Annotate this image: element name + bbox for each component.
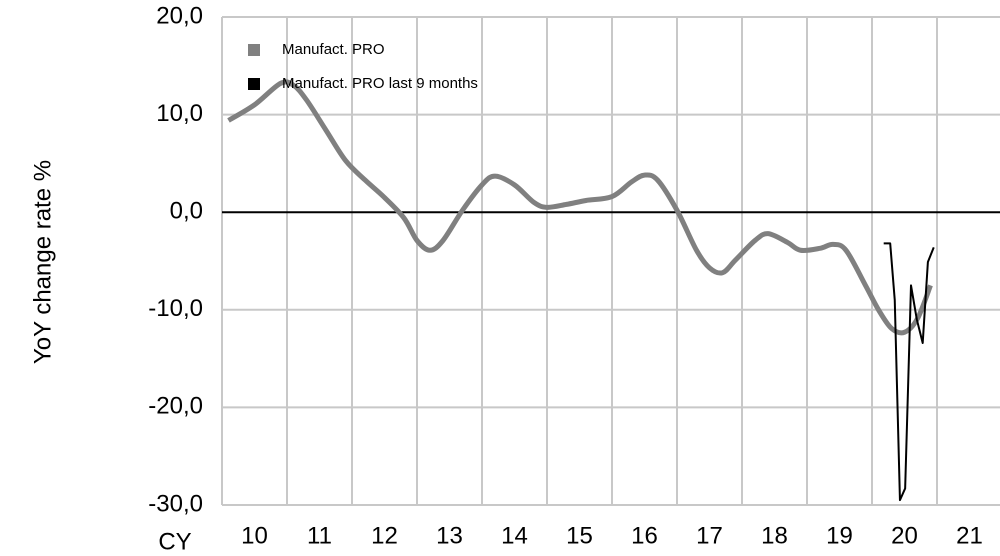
x-tick-label: 13 xyxy=(436,522,463,549)
x-tick-label: 14 xyxy=(501,522,528,549)
x-tick-label: 12 xyxy=(371,522,398,549)
grid: 10 11 12 13 14 15 16 17 18 19 20 21 -30,0 -20,0 -10,0 0… xyxy=(148,2,1000,549)
legend-label: Manufact. PRO last 9 months xyxy=(282,75,478,92)
x-tick-label: 16 xyxy=(631,522,658,549)
legend-label: Manufact. PRO xyxy=(282,41,385,58)
line-series xyxy=(883,242,935,502)
y-tick-label: -10,0 xyxy=(148,295,203,322)
x-tick-label: 17 xyxy=(696,522,723,549)
x-tick-label: 15 xyxy=(566,522,593,549)
legend: Manufact. PRO Manufact. PRO last 9 months xyxy=(248,41,478,92)
x-tick-label: 21 xyxy=(956,522,983,549)
x-tick-label: 18 xyxy=(761,522,788,549)
y-tick-label: 20,0 xyxy=(156,2,203,29)
legend-swatch xyxy=(248,78,260,90)
y-tick-label: 10,0 xyxy=(156,100,203,127)
y-tick-label: 0,0 xyxy=(170,198,203,225)
x-tick-label: 10 xyxy=(241,522,268,549)
line-series xyxy=(227,79,933,336)
x-tick-label: 19 xyxy=(826,522,853,549)
y-tick-label: -20,0 xyxy=(148,393,203,420)
y-axis-label: YoY change rate % xyxy=(29,160,56,364)
plot xyxy=(227,79,935,502)
y-tick-label: -30,0 xyxy=(148,490,203,517)
legend-swatch xyxy=(248,44,260,56)
x-tick-label: 20 xyxy=(891,522,918,549)
x-axis-label: CY xyxy=(158,528,191,555)
x-tick-label: 11 xyxy=(307,522,332,549)
